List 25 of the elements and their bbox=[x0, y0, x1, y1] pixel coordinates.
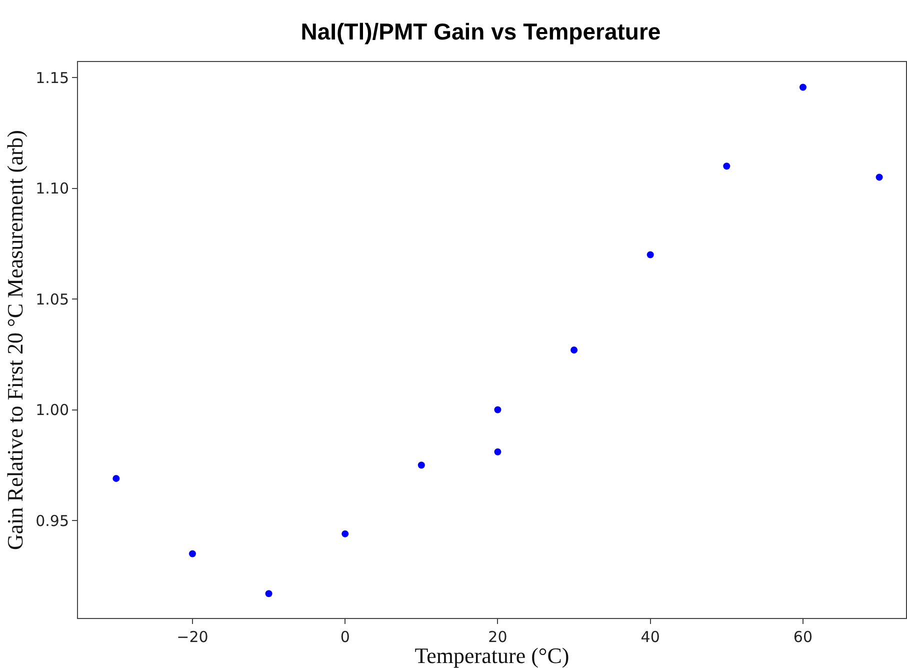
y-axis-title: Gain Relative to First 20 °C Measurement (arb) bbox=[2, 130, 28, 550]
x-tick-label: 20 bbox=[488, 628, 508, 646]
x-tick-label: 60 bbox=[793, 628, 813, 646]
point bbox=[188, 550, 196, 558]
point bbox=[112, 474, 120, 482]
chart-title: NaI(Tl)/PMT Gain vs Temperature bbox=[300, 18, 661, 44]
point bbox=[418, 462, 425, 469]
point bbox=[494, 448, 502, 456]
y-tick-label: 1.05 bbox=[36, 290, 69, 308]
y-tick-label: 1.15 bbox=[36, 68, 69, 87]
y-tick-label: 1.00 bbox=[36, 401, 69, 420]
point bbox=[342, 530, 349, 538]
point bbox=[723, 162, 730, 170]
x-axis-title: Temperature (°C) bbox=[414, 643, 570, 668]
point bbox=[494, 406, 502, 414]
point bbox=[876, 174, 883, 181]
point bbox=[265, 590, 272, 598]
x-tick-label: −20 bbox=[176, 628, 208, 646]
y-tick-label: 0.95 bbox=[36, 512, 69, 530]
point bbox=[799, 84, 806, 91]
x-tick-label: 40 bbox=[640, 628, 660, 646]
point bbox=[646, 251, 654, 258]
point bbox=[570, 346, 578, 354]
x-tick-label: 0 bbox=[340, 628, 350, 646]
y-tick-label: 1.10 bbox=[36, 180, 69, 198]
